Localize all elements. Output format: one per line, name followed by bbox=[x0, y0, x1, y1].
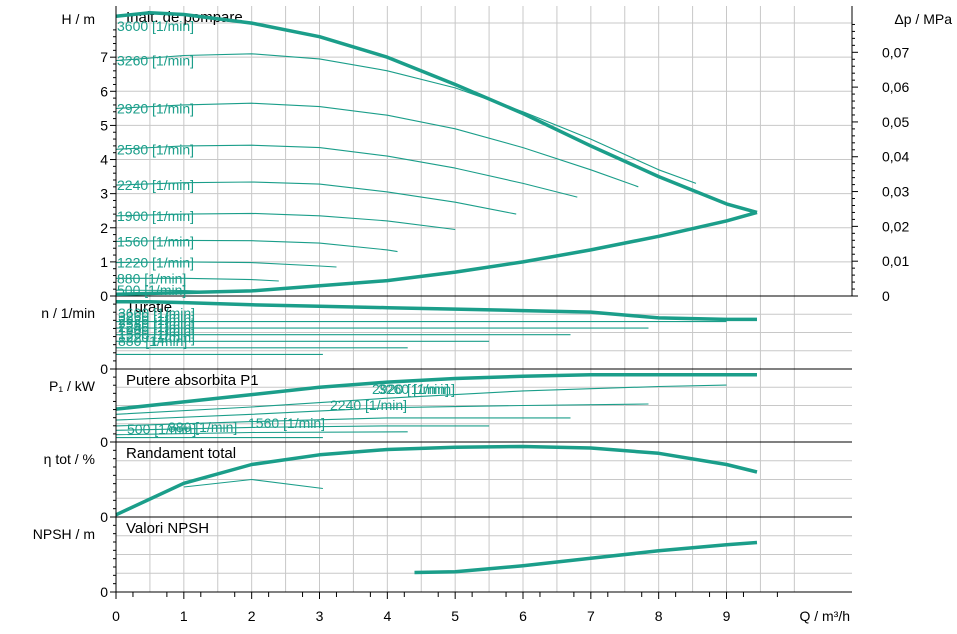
y-right-tick-label: 0,07 bbox=[882, 44, 909, 60]
y-tick-label: 2 bbox=[100, 220, 108, 236]
series-label: 3260 [1/min] bbox=[378, 381, 455, 397]
series-line bbox=[115, 144, 578, 198]
y-axis-title: H / m bbox=[62, 11, 95, 27]
y-tick-label: 0 bbox=[100, 361, 108, 377]
x-axis-title: Q / m³/h bbox=[799, 608, 850, 624]
y-tick-label: 5 bbox=[100, 117, 108, 133]
series-line bbox=[115, 261, 337, 268]
series-label: 1560 [1/min] bbox=[118, 326, 195, 342]
panel-title: Putere absorbita P1 bbox=[126, 372, 259, 389]
series-label: 1220 [1/min] bbox=[117, 255, 194, 271]
x-tick-label: 1 bbox=[180, 608, 188, 624]
y-tick-label: 0 bbox=[100, 434, 108, 450]
series-label: 3600 [1/min] bbox=[118, 305, 195, 321]
series-label: 500 [1/min] bbox=[127, 421, 196, 437]
series-line bbox=[116, 300, 757, 322]
series-line bbox=[115, 212, 456, 231]
series-line bbox=[414, 540, 758, 575]
y-axis-title: n / 1/min bbox=[41, 305, 95, 321]
x-tick-label: 3 bbox=[316, 608, 324, 624]
series-line bbox=[115, 373, 757, 411]
y-tick-label: 6 bbox=[100, 83, 108, 99]
series-label: 1560 [1/min] bbox=[117, 233, 194, 249]
x-tick-label: 2 bbox=[248, 608, 256, 624]
series-label: 1560 [1/min] bbox=[248, 415, 325, 431]
y-right-axis-title: Δp / MPa bbox=[894, 11, 952, 27]
x-tick-label: 0 bbox=[112, 608, 120, 624]
y-tick-label: 4 bbox=[100, 152, 108, 168]
y-tick-label: 3 bbox=[100, 186, 108, 202]
y-right-tick-label: 0,01 bbox=[882, 253, 909, 269]
y-axis-title: P₁ / kW bbox=[49, 378, 96, 394]
series-line bbox=[115, 11, 758, 215]
series-line bbox=[115, 403, 649, 421]
series-label: 2240 [1/min] bbox=[117, 177, 194, 193]
series-label: 1900 [1/min] bbox=[117, 208, 194, 224]
series-label: 880 [1/min] bbox=[118, 333, 187, 349]
x-tick-label: 6 bbox=[519, 608, 527, 624]
series-line bbox=[115, 417, 571, 427]
x-tick-label: 7 bbox=[587, 608, 595, 624]
y-axis-title: NPSH / m bbox=[33, 526, 95, 542]
series-line bbox=[116, 277, 279, 282]
panel-title: Valori NPSH bbox=[126, 520, 209, 537]
y-right-tick-label: 0,05 bbox=[882, 114, 909, 130]
y-tick-label: 0 bbox=[100, 288, 108, 304]
x-tick-label: 8 bbox=[655, 608, 663, 624]
series-label: 2920 [1/min] bbox=[118, 312, 195, 328]
series-line bbox=[115, 210, 758, 297]
x-tick-label: 9 bbox=[723, 608, 731, 624]
y-right-tick-label: 0,06 bbox=[882, 79, 909, 95]
series-line bbox=[115, 239, 398, 253]
x-tick-label: 4 bbox=[383, 608, 391, 624]
panel-title: Randament total bbox=[126, 445, 236, 462]
y-tick-label: 0 bbox=[100, 509, 108, 525]
y-tick-label: 0 bbox=[100, 584, 108, 600]
y-right-tick-label: 0 bbox=[882, 288, 890, 304]
series-line bbox=[115, 425, 490, 431]
series-label: 2240 [1/min] bbox=[330, 397, 407, 413]
series-line bbox=[183, 478, 323, 490]
series-label: 3260 [1/min] bbox=[118, 309, 195, 325]
series-line bbox=[115, 431, 408, 436]
series-label: 2920 [1/min] bbox=[372, 381, 449, 397]
series-label: 3260 [1/min] bbox=[117, 53, 194, 69]
series-label: 2580 [1/min] bbox=[118, 316, 195, 332]
y-tick-label: 7 bbox=[100, 49, 108, 65]
series-label: 1220 [1/min] bbox=[118, 330, 195, 346]
x-tick-label: 5 bbox=[451, 608, 459, 624]
series-line bbox=[115, 384, 727, 415]
series-line bbox=[115, 181, 517, 215]
y-axis-title: η tot / % bbox=[44, 451, 95, 467]
series-label: 500 [1/min] bbox=[117, 282, 186, 298]
series-label: 1900 [1/min] bbox=[118, 323, 195, 339]
series-label: 880 [1/min] bbox=[168, 419, 237, 435]
series-label: 2580 [1/min] bbox=[117, 141, 194, 157]
series-label: 3600 [1/min] bbox=[117, 18, 194, 34]
series-label: 880 [1/min] bbox=[117, 270, 186, 286]
series-line bbox=[115, 53, 697, 184]
series-label: 2920 [1/min] bbox=[117, 100, 194, 116]
series-label: 2240 [1/min] bbox=[118, 319, 195, 335]
y-right-tick-label: 0,04 bbox=[882, 149, 909, 165]
series-line bbox=[115, 444, 758, 517]
series-line bbox=[115, 102, 639, 188]
y-right-tick-label: 0,02 bbox=[882, 218, 909, 234]
y-right-tick-label: 0,03 bbox=[882, 184, 909, 200]
y-tick-label: 1 bbox=[100, 254, 108, 270]
